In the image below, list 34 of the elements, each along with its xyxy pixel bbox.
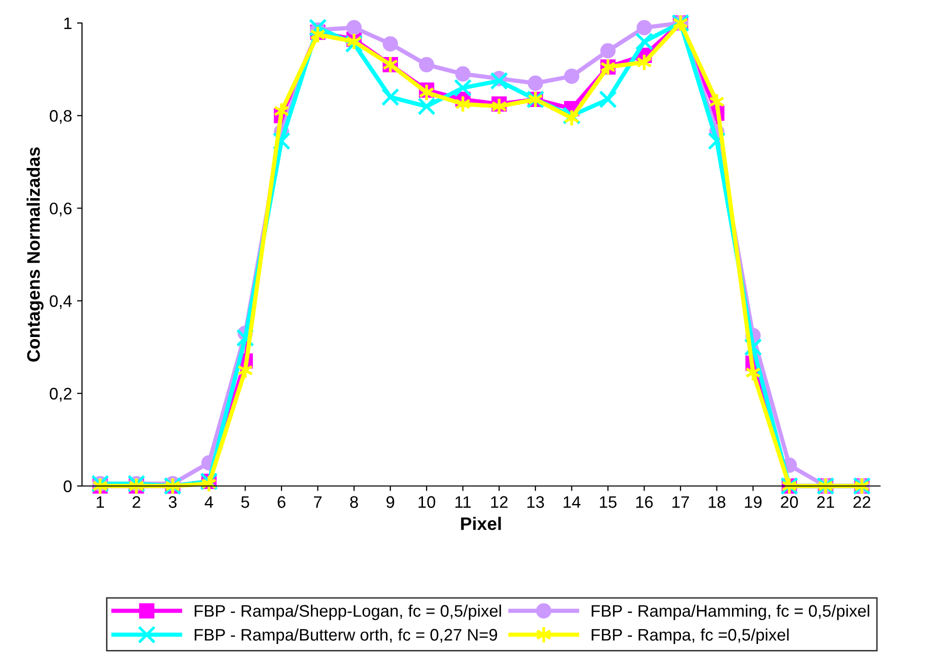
x-tick-label: 7	[314, 496, 322, 508]
x-tick-label: 16	[636, 496, 653, 508]
x-tick-label: 3	[168, 496, 177, 508]
x-tick-label: 8	[350, 496, 358, 508]
x-tick-label: 10	[418, 496, 436, 508]
x-tick-label: 12	[491, 496, 508, 508]
x-tick-label: 9	[386, 496, 394, 508]
legend-label: FBP - Rampa/Hamming, fc = 0,5/pixel	[592, 604, 870, 620]
y-tick-label: 0,6	[50, 202, 72, 216]
x-tick-label: 14	[564, 496, 580, 508]
x-tick-label: 6	[278, 496, 286, 508]
x-tick-label: 21	[817, 496, 834, 508]
x-tick-label: 19	[745, 496, 762, 508]
legend-label: FBP - Rampa, fc =0,5/pixel	[592, 628, 789, 644]
x-tick-label: 1	[96, 496, 104, 508]
y-tick-label: 0	[64, 480, 72, 492]
x-axis-title: Pixel	[461, 516, 501, 530]
x-tick-label: 17	[672, 496, 689, 508]
legend-label: FBP - Rampa/Butterw orth, fc = 0,27 N=9	[194, 628, 498, 644]
x-tick-label: 5	[241, 496, 250, 508]
legend-label: FBP - Rampa/Shepp-Logan, fc = 0,5/pixel	[194, 604, 501, 620]
y-axis-title: Contagens Normalizadas	[26, 147, 44, 362]
x-tick-label: 15	[600, 496, 617, 508]
x-tick-label: 18	[708, 496, 726, 508]
y-tick-label: 0,4	[50, 295, 72, 309]
x-tick-label: 20	[780, 496, 798, 508]
y-tick-label: 1	[64, 18, 72, 30]
x-tick-label: 4	[204, 496, 214, 508]
x-tick-label: 2	[132, 496, 140, 508]
x-tick-label: 13	[527, 496, 544, 508]
y-tick-label: 0,2	[50, 388, 72, 402]
y-tick-label: 0,8	[50, 110, 72, 124]
x-tick-label: 11	[455, 496, 471, 508]
x-tick-label: 22	[853, 496, 870, 508]
